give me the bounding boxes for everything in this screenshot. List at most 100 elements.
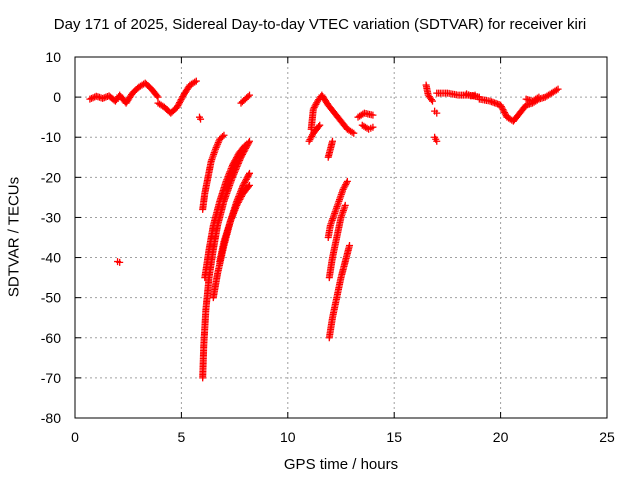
data-point	[214, 140, 222, 148]
data-point	[235, 197, 243, 205]
data-point	[153, 92, 161, 100]
data-point	[212, 144, 220, 152]
data-point	[499, 106, 507, 114]
series-arc-5	[114, 258, 124, 266]
data-point	[228, 173, 236, 181]
data-point	[233, 152, 241, 160]
data-point	[350, 129, 358, 137]
data-point	[242, 175, 250, 183]
x-tick-label: 15	[386, 429, 402, 445]
data-point	[116, 258, 124, 266]
data-point	[245, 171, 253, 179]
series-arc-16	[324, 177, 351, 241]
data-point	[176, 99, 184, 107]
data-point	[241, 141, 249, 149]
data-point	[552, 86, 560, 94]
data-point	[219, 133, 227, 141]
data-point	[232, 154, 240, 162]
data-point	[533, 94, 541, 102]
plot-frame	[74, 56, 608, 419]
series-arc-18	[325, 242, 354, 342]
data-point	[554, 85, 562, 93]
series-arc-6	[199, 131, 228, 213]
data-point	[173, 103, 181, 111]
data-point	[239, 181, 247, 189]
data-point	[369, 111, 377, 119]
ticks: 0 5 10 15 20 25 -80 -70 -60 -50 -40 -30 -20 -10 0 10	[41, 49, 615, 445]
data-point	[497, 101, 505, 109]
data-point	[86, 95, 94, 103]
series-arc-24	[475, 85, 562, 125]
series-arc-21	[431, 107, 441, 117]
data-point	[500, 107, 508, 115]
x-tick-label: 25	[599, 429, 615, 445]
data-point	[233, 201, 241, 209]
data-point	[211, 145, 219, 153]
data-point	[192, 77, 200, 85]
data-point	[175, 100, 183, 108]
series-arc-2	[154, 77, 200, 117]
data-point	[498, 104, 506, 112]
series-arc-23	[463, 90, 479, 100]
data-point	[343, 177, 351, 185]
data-point	[177, 96, 185, 104]
y-tick-label: -70	[41, 370, 61, 386]
y-axis-label: SDTVAR / TECUs	[5, 176, 23, 298]
data-point	[241, 178, 249, 186]
data-point	[346, 242, 354, 250]
data-point	[316, 121, 324, 129]
series-arc-10	[216, 181, 253, 266]
series-arc-15	[324, 137, 336, 161]
data-point	[433, 137, 441, 145]
data-point	[154, 93, 162, 101]
data-point	[341, 201, 349, 209]
data-point	[369, 123, 377, 131]
data-point	[244, 92, 252, 100]
data-point	[535, 93, 543, 101]
data-point	[348, 128, 356, 136]
y-tick-label: -50	[41, 290, 61, 306]
data-point	[213, 142, 221, 150]
data-point	[230, 170, 238, 178]
data-point	[174, 102, 182, 110]
data-point	[243, 174, 251, 182]
data-point	[229, 160, 237, 168]
y-tick-label: 0	[53, 89, 61, 105]
y-tick-label: -60	[41, 330, 61, 346]
data-point	[501, 109, 509, 117]
series-arc-13	[354, 109, 377, 121]
x-tick-label: 5	[178, 429, 186, 445]
chart-title: Day 171 of 2025, Sidereal Day-to-day VTE…	[53, 16, 587, 33]
series-arc-25	[522, 93, 543, 105]
data-point	[228, 161, 236, 169]
data-point	[245, 169, 253, 177]
x-tick-label: 10	[280, 429, 296, 445]
data-point	[230, 158, 238, 166]
data-point	[245, 91, 253, 99]
series-arc-8	[201, 141, 249, 282]
data-point	[87, 94, 95, 102]
data-point	[214, 139, 222, 147]
data-point	[176, 97, 184, 105]
data-point	[191, 78, 199, 86]
data-point	[238, 192, 246, 200]
data-point	[231, 157, 239, 165]
series-arc-14	[358, 121, 377, 133]
x-axis-label: GPS time / hours	[283, 456, 399, 473]
data-point	[244, 172, 252, 180]
grid	[75, 57, 607, 418]
series-arc-17	[325, 201, 349, 282]
data-point	[234, 198, 242, 206]
series-arc-11	[307, 91, 358, 137]
data-point	[234, 200, 242, 208]
data-point	[501, 110, 509, 118]
data-point	[232, 155, 240, 163]
data-point	[240, 143, 248, 151]
data-point	[343, 179, 351, 187]
y-tick-label: -40	[41, 250, 61, 266]
data-point	[236, 195, 244, 203]
series-arc-19	[422, 81, 437, 105]
data-point	[429, 97, 437, 105]
x-tick-label: 0	[71, 429, 79, 445]
